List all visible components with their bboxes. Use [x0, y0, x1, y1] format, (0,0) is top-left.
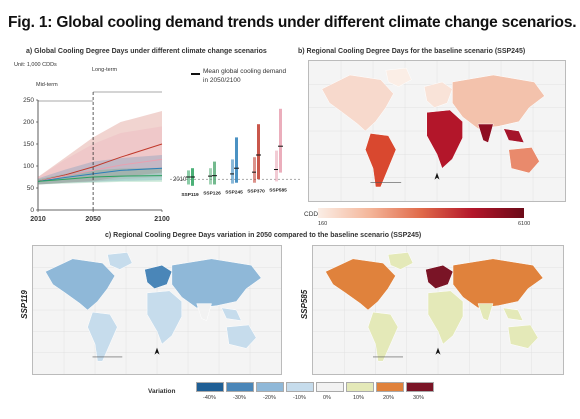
- north-arrow-icon: [435, 347, 441, 355]
- uncertainty-band-3: [38, 167, 162, 185]
- region-ssp119-eu: [144, 264, 173, 289]
- legend-swatch-label: -10%: [293, 395, 306, 401]
- panel-a-title: a) Global Cooling Degree Days under diff…: [26, 48, 267, 55]
- y-tick-label: 0: [30, 207, 34, 214]
- scenario-label: SSP245: [225, 190, 243, 196]
- colorbar-label: CDD: [304, 211, 319, 218]
- y-tick-label: 150: [23, 141, 34, 148]
- cdd-colorbar: [318, 208, 524, 218]
- colorbar-min: 160: [318, 221, 328, 227]
- x-tick-label: 2010: [30, 216, 46, 223]
- variation-legend-title: Variation: [148, 388, 176, 395]
- north-arrow-icon: [434, 172, 440, 180]
- region-b-na: [321, 74, 394, 132]
- legend-swatch: [346, 382, 374, 392]
- region-ssp119-greenland: [107, 252, 133, 270]
- ssp585-label: SSP585: [300, 289, 310, 320]
- range-2100-SSP585: [279, 108, 282, 173]
- region-b-india: [477, 123, 494, 144]
- region-b-sa: [365, 133, 397, 188]
- north-arrow-icon: [154, 347, 160, 355]
- region-ssp585-sa: [367, 311, 399, 362]
- panel-c-title: c) Regional Cooling Degree Days variatio…: [105, 232, 422, 239]
- y-tick-label: 200: [23, 119, 34, 126]
- legend-swatch: [316, 382, 344, 392]
- region-ssp585-eu: [425, 264, 454, 289]
- scenario-label: SSP370: [247, 189, 265, 195]
- mean-line-0: [37, 143, 163, 182]
- legend-swatch-label: -30%: [233, 395, 246, 401]
- region-ssp119-sa: [87, 311, 118, 362]
- region-ssp585-india: [477, 303, 494, 322]
- legend-swatch: [406, 382, 434, 392]
- range-2100-SSP245: [235, 137, 238, 183]
- range-2100-SSP370: [257, 124, 260, 180]
- world-map-ssp119: [33, 246, 281, 374]
- ssp585-variation-map: [312, 245, 564, 375]
- legend-swatch-label: 30%: [413, 395, 425, 401]
- region-ssp119-india: [196, 303, 212, 322]
- scenario-label: SSP126: [203, 190, 221, 196]
- baseline-2010-label: 2010: [173, 177, 187, 183]
- x-tick-label: 2050: [85, 216, 101, 223]
- legend-swatch: [226, 382, 254, 392]
- ssp119-label: SSP119: [19, 290, 29, 319]
- legend-swatch-label: 10%: [353, 395, 365, 401]
- panel-a-unit: Unit: 1,000 CDDs: [14, 62, 57, 68]
- range-2050-SSP370: [253, 157, 256, 183]
- range-2100-SSP126: [213, 161, 216, 185]
- range-2050-SSP245: [231, 159, 234, 184]
- legend-mean-marker: [191, 73, 200, 75]
- uncertainty-band-0: [38, 111, 162, 185]
- region-ssp119-af: [146, 290, 183, 345]
- variation-legend: -40% -30% -20% -10% 0% 10% 20% 30%: [196, 382, 446, 410]
- region-ssp119-aus: [226, 324, 257, 349]
- y-tick-label: 50: [27, 185, 35, 192]
- region-b-sea: [503, 128, 525, 143]
- region-ssp585-af: [427, 290, 464, 345]
- scenario-label: SSP119: [181, 192, 199, 198]
- world-map-ssp585: [313, 246, 563, 374]
- panel-b-title: b) Regional Cooling Degree Days for the …: [298, 48, 526, 55]
- region-b-asia: [452, 74, 545, 129]
- region-ssp585-asia: [452, 258, 544, 309]
- legend-mean-label-1: Mean global cooling demand: [203, 68, 287, 75]
- legend-swatch: [376, 382, 404, 392]
- region-b-aus: [508, 147, 540, 174]
- region-b-af: [426, 109, 463, 169]
- legend-swatch: [286, 382, 314, 392]
- region-ssp585-sea: [502, 307, 524, 321]
- region-ssp585-na: [325, 258, 396, 311]
- legend-swatch-label: 0%: [323, 395, 331, 401]
- range-2050-SSP585: [275, 150, 278, 182]
- long-term-label: Long-term: [92, 67, 118, 73]
- region-b-greenland: [385, 67, 412, 87]
- region-ssp119-sea: [221, 307, 242, 321]
- figure-title: Fig. 1: Global cooling demand trends und…: [8, 14, 577, 31]
- region-ssp119-asia: [171, 258, 262, 309]
- legend-swatch: [256, 382, 284, 392]
- colorbar-max: 6100: [518, 221, 531, 227]
- region-ssp585-aus: [507, 324, 539, 349]
- baseline-cdd-map: [308, 60, 566, 202]
- legend-swatch-label: -20%: [263, 395, 276, 401]
- world-map-b: [309, 61, 565, 201]
- region-b-eu: [423, 81, 453, 108]
- legend-swatch-label: 20%: [383, 395, 395, 401]
- ssp119-variation-map: [32, 245, 282, 375]
- y-tick-label: 250: [23, 97, 34, 104]
- y-tick-label: 100: [23, 163, 34, 170]
- region-ssp119-na: [45, 258, 116, 311]
- x-tick-label: 2100: [154, 216, 170, 223]
- mid-term-label: Mid-term: [36, 82, 58, 88]
- mean-line-1: [37, 158, 163, 182]
- legend-swatch: [196, 382, 224, 392]
- legend-mean-label-2: in 2050/2100: [203, 77, 241, 84]
- panel-a-chart: 0 50 100 150 200 250 2010 2050 2100 2010 SSP119 SSP…: [23, 91, 300, 223]
- region-ssp585-greenland: [387, 252, 414, 270]
- scenario-label: SSP585: [269, 187, 287, 193]
- legend-swatch-label: -40%: [203, 395, 216, 401]
